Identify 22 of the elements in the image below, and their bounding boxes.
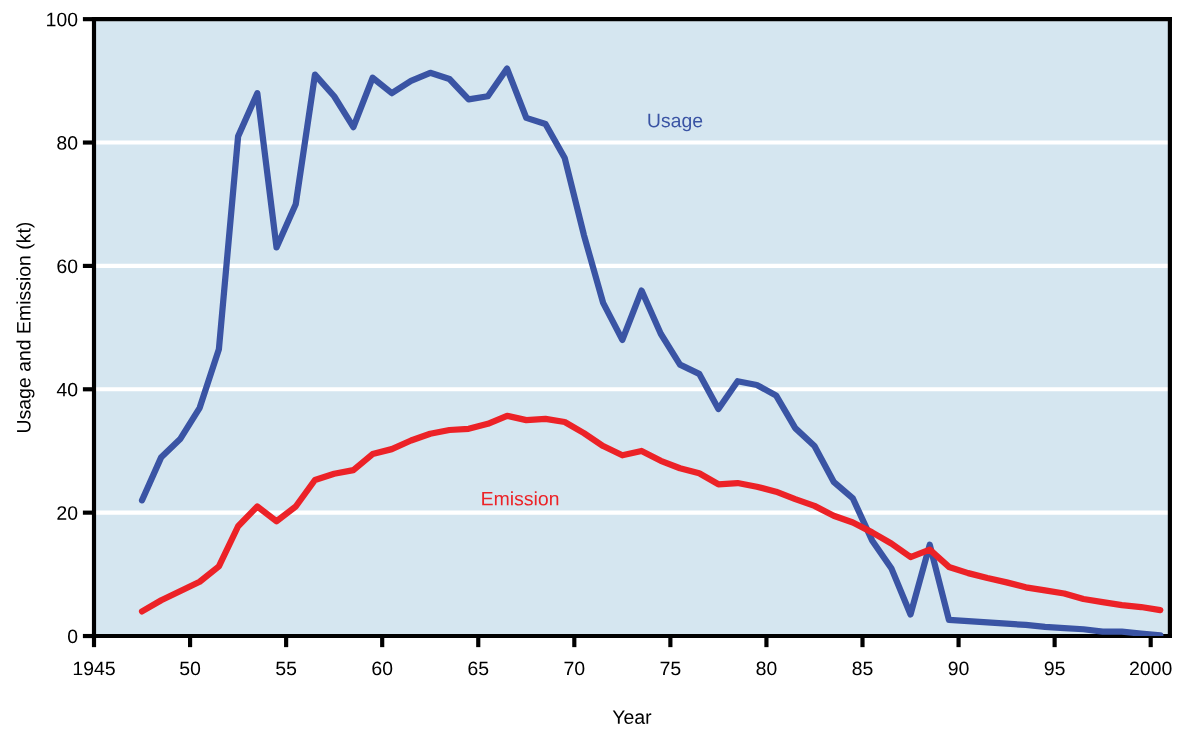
y-tick-label: 40 <box>56 382 78 397</box>
y-tick-label: 100 <box>47 12 78 27</box>
x-tick-label: 55 <box>276 661 297 676</box>
x-tick-label: 90 <box>948 661 969 676</box>
x-tick-label: 65 <box>468 661 489 676</box>
x-tick-label: 60 <box>372 661 393 676</box>
y-axis-title: Usage and Emission (kt) <box>16 222 35 432</box>
text: Emission <box>482 491 559 506</box>
y-tick-label: 60 <box>57 259 78 274</box>
x-tick-label: 2000 <box>1130 661 1172 676</box>
x-tick-label: 95 <box>1044 661 1065 676</box>
x-tick-label: 75 <box>660 661 681 676</box>
x-tick-label: 50 <box>180 661 201 676</box>
x-tick-label: 80 <box>756 661 777 676</box>
y-tick-label: 20 <box>57 506 78 520</box>
text: Usage <box>648 113 703 132</box>
y-tick-label: 80 <box>57 136 78 150</box>
x-tick-label: 70 <box>564 661 585 676</box>
x-tick-label: 1945 <box>73 661 115 676</box>
x-axis-title: Year <box>612 710 652 724</box>
x-tick-label: 85 <box>852 661 873 676</box>
y-tick-label: 0 <box>67 629 78 644</box>
